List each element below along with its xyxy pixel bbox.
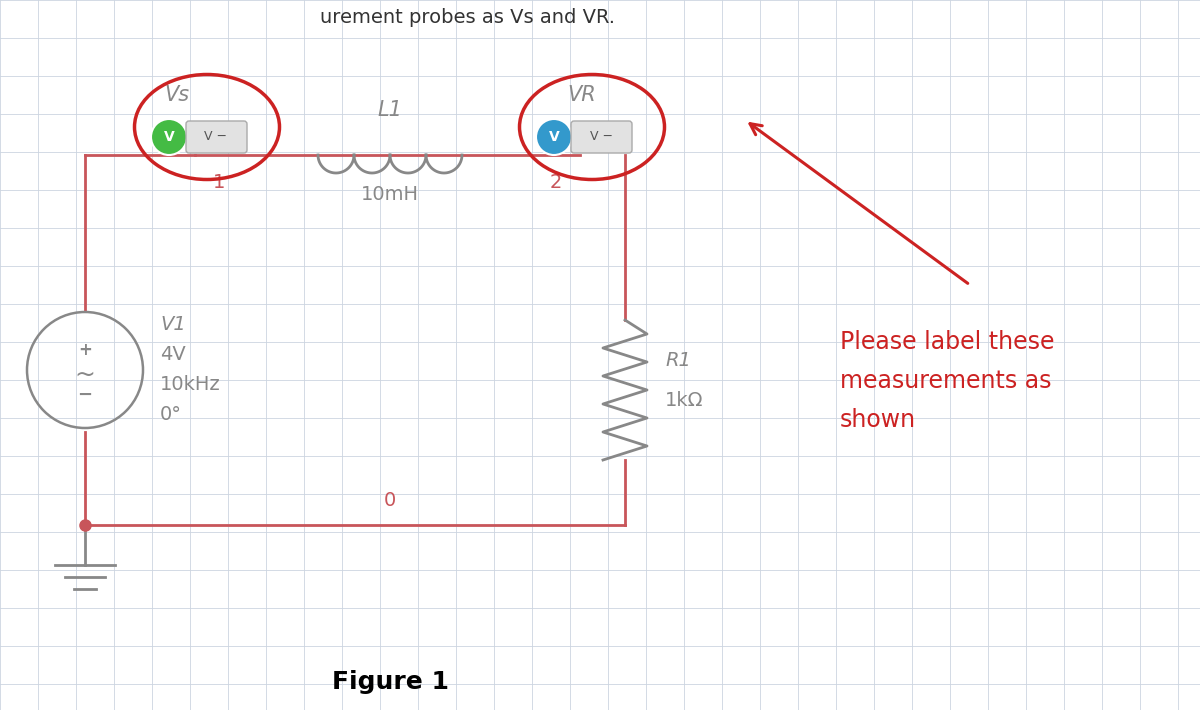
Text: 1kΩ: 1kΩ [665,391,703,410]
Text: L1: L1 [378,100,402,120]
Text: 10kHz: 10kHz [160,376,221,395]
Text: 4V: 4V [160,346,186,364]
FancyBboxPatch shape [571,121,632,153]
Text: V1: V1 [160,315,186,334]
Text: R1: R1 [665,351,691,369]
Text: +: + [78,341,92,359]
Text: ~: ~ [74,363,96,387]
Circle shape [536,119,572,155]
FancyArrowPatch shape [750,124,967,283]
FancyBboxPatch shape [186,121,247,153]
Text: 0: 0 [384,491,396,510]
Text: 1: 1 [214,173,226,192]
Text: Figure 1: Figure 1 [331,670,449,694]
Text: Vs: Vs [164,85,190,105]
Text: urement probes as Vs and VR.: urement probes as Vs and VR. [320,8,616,27]
Text: VR: VR [568,85,596,105]
Text: 2: 2 [550,173,562,192]
Text: 10mH: 10mH [361,185,419,204]
Text: −: − [78,386,92,404]
Text: Please label these
measurements as
shown: Please label these measurements as shown [840,330,1055,432]
Text: V −: V − [204,131,228,143]
Text: V: V [548,130,559,144]
Circle shape [151,119,187,155]
Text: 0°: 0° [160,405,182,425]
Text: V −: V − [589,131,612,143]
Text: V: V [163,130,174,144]
